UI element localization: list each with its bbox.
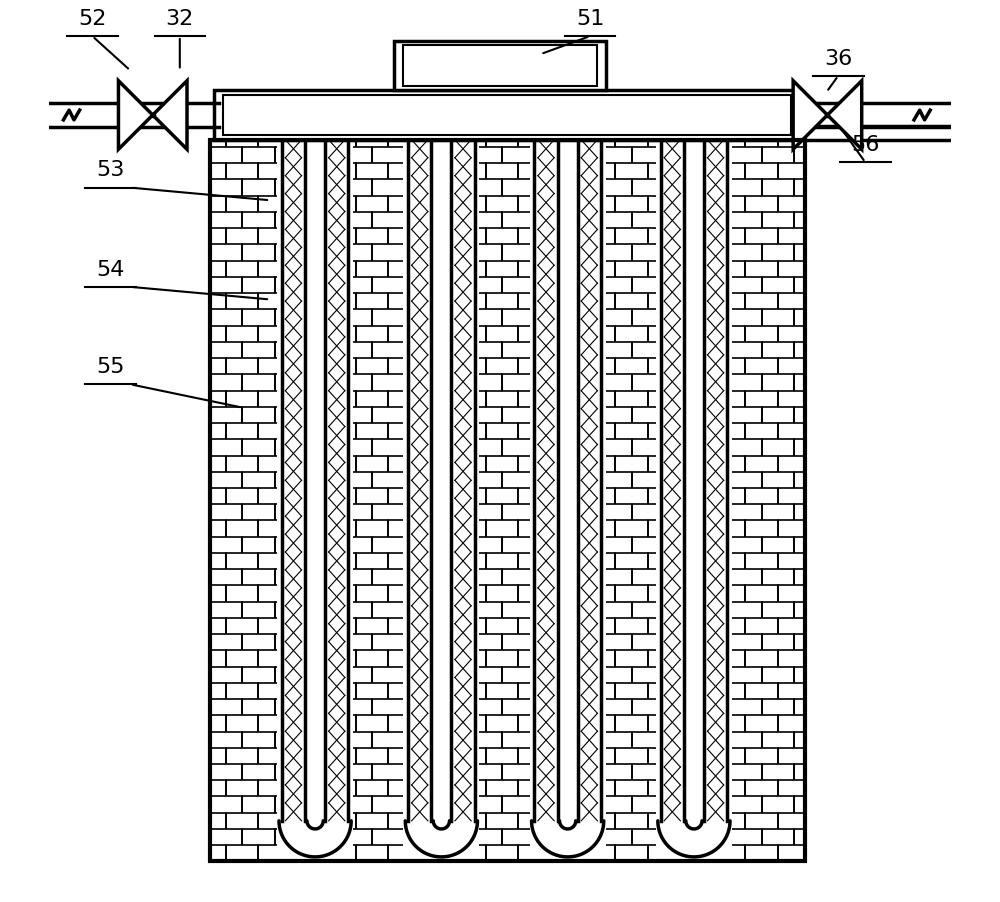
Bar (403, 45, 597, 86)
Text: 54: 54 (96, 260, 125, 280)
Polygon shape (793, 80, 827, 149)
Bar (403, 131, 479, 875)
Text: 55: 55 (96, 357, 125, 377)
Text: 53: 53 (96, 161, 125, 180)
Polygon shape (827, 80, 862, 149)
Text: 36: 36 (824, 49, 852, 69)
Text: 52: 52 (78, 9, 106, 29)
Polygon shape (118, 80, 153, 149)
Bar (530, 131, 606, 875)
Bar (210, 140, 805, 861)
Text: 32: 32 (166, 9, 194, 29)
Bar (223, 95, 791, 135)
Polygon shape (153, 80, 187, 149)
Bar (277, 131, 353, 875)
Text: 56: 56 (851, 135, 879, 155)
Bar (210, 140, 805, 861)
Text: 51: 51 (576, 9, 604, 29)
Bar (214, 90, 800, 140)
Bar (394, 41, 606, 90)
Bar (656, 131, 732, 875)
